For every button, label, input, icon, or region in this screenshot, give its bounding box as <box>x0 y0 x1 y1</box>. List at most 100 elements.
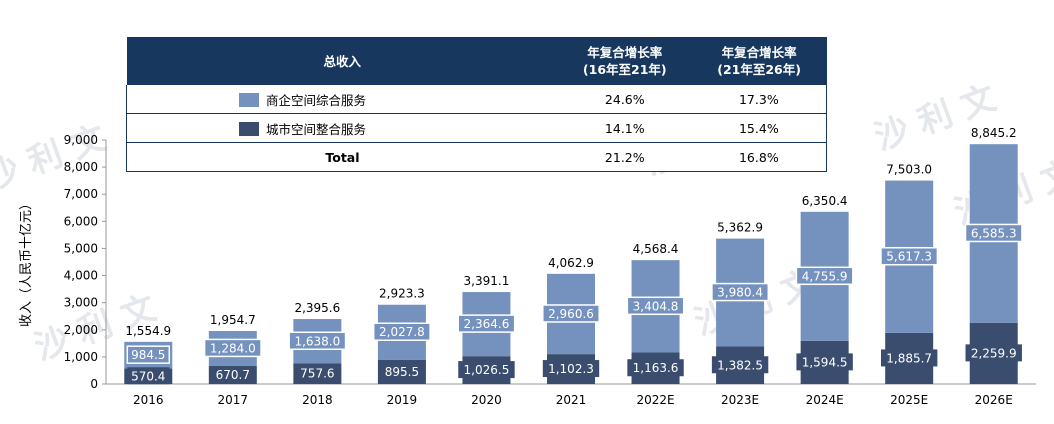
header-total-revenue: 总收入 <box>126 37 558 85</box>
data-label-box <box>372 322 431 341</box>
cagr-21-26-value: 16.8% <box>738 149 779 165</box>
data-label-urban: 570.4 <box>131 369 165 383</box>
data-label-box <box>380 362 423 380</box>
total-label: 6,350.4 <box>802 194 848 208</box>
y-tick-label: 7,000 <box>64 187 98 201</box>
data-label-commercial: 2,027.8 <box>379 325 425 339</box>
row-label: 城市空间整合服务 <box>266 121 367 137</box>
x-tick-label: 2023E <box>721 393 759 407</box>
table-row-total: Total 21.2% 16.8% <box>126 142 827 172</box>
total-label: 4,062.9 <box>548 256 594 270</box>
row-label-total: Total <box>325 149 360 165</box>
data-label-commercial: 2,960.6 <box>548 307 594 321</box>
data-label-urban: 1,594.5 <box>802 355 848 369</box>
data-label-box <box>626 296 685 316</box>
total-label: 2,923.3 <box>379 287 425 301</box>
header-cagr-16-21-line2: (16年至21年) <box>582 62 667 77</box>
header-cagr-21-26-line2: (21年至26年) <box>717 62 801 77</box>
legend-swatch-commercial <box>239 92 259 107</box>
x-tick-label: 2026E <box>975 393 1013 407</box>
y-tick-label: 4,000 <box>64 269 98 283</box>
data-label-urban: 670.7 <box>216 368 250 382</box>
table-row: 城市空间整合服务 14.1% 15.4% <box>126 113 827 143</box>
total-label: 3,391.1 <box>464 274 510 288</box>
data-label-box <box>127 367 170 385</box>
x-tick-label: 2018 <box>302 393 333 407</box>
cagr-16-21-value: 21.2% <box>604 149 645 165</box>
header-cagr-21-26-line1: 年复合增长率 <box>721 45 797 60</box>
x-tick-label: 2025E <box>890 393 928 407</box>
data-label-box <box>965 344 1022 362</box>
x-tick-label: 2022E <box>636 393 674 407</box>
data-label-box <box>211 365 254 383</box>
legend-swatch-urban <box>239 121 259 136</box>
data-label-box <box>880 246 939 266</box>
data-label-box <box>288 331 347 351</box>
x-tick-label: 2019 <box>387 393 418 407</box>
y-tick-label: 1,000 <box>64 350 98 364</box>
data-label-urban: 1,163.6 <box>633 361 679 375</box>
total-label: 1,954.7 <box>210 313 256 327</box>
cagr-21-26-value: 17.3% <box>738 91 779 107</box>
table-header-row: 总收入 年复合增长率 (16年至21年) 年复合增长率 (21年至26年) <box>126 37 827 85</box>
x-tick-label: 2020 <box>471 393 502 407</box>
total-label: 7,503.0 <box>886 163 932 177</box>
data-label-box <box>296 364 339 382</box>
data-label-urban: 2,259.9 <box>971 346 1017 360</box>
y-tick-label: 2,000 <box>64 323 98 337</box>
x-tick-label: 2021 <box>556 393 587 407</box>
data-label-commercial: 1,638.0 <box>294 334 340 348</box>
header-cagr-21-26: 年复合增长率 (21年至26年) <box>691 37 827 85</box>
y-tick-label: 3,000 <box>64 296 98 310</box>
cagr-table: 总收入 年复合增长率 (16年至21年) 年复合增长率 (21年至26年) 商企… <box>126 37 827 172</box>
total-label: 8,845.2 <box>971 126 1017 140</box>
row-label: 商企空间综合服务 <box>266 92 367 108</box>
header-cagr-16-21: 年复合增长率 (16年至21年) <box>557 37 692 85</box>
data-label-commercial: 2,364.6 <box>464 317 510 331</box>
y-tick-label: 8,000 <box>64 160 98 174</box>
total-label: 2,395.6 <box>294 301 340 315</box>
data-label-urban: 757.6 <box>300 367 334 381</box>
data-label-box <box>711 356 769 374</box>
data-label-urban: 1,102.3 <box>548 362 594 376</box>
data-label-box <box>627 359 684 377</box>
x-tick-label: 2017 <box>218 393 249 407</box>
data-label-box <box>458 361 515 379</box>
header-cagr-16-21-line1: 年复合增长率 <box>587 45 663 60</box>
x-tick-label: 2016 <box>133 393 164 407</box>
data-label-box <box>795 266 854 286</box>
data-label-commercial: 4,755.9 <box>802 269 848 283</box>
x-tick-label: 2024E <box>806 393 844 407</box>
data-label-box <box>203 338 262 358</box>
cagr-21-26-value: 15.4% <box>738 120 779 136</box>
data-label-box <box>711 282 770 302</box>
data-label-box <box>542 304 600 323</box>
y-tick-label: 0 <box>90 377 98 391</box>
data-label-commercial: 5,617.3 <box>886 250 932 264</box>
total-label: 5,362.9 <box>717 221 763 235</box>
data-label-commercial: 1,284.0 <box>210 341 256 355</box>
data-label-box <box>796 353 853 371</box>
data-label-commercial: 6,585.3 <box>971 226 1017 240</box>
total-label: 1,554.9 <box>125 324 171 338</box>
data-label-commercial: 3,404.8 <box>633 299 679 313</box>
y-tick-label: 6,000 <box>64 214 98 228</box>
total-label: 4,568.4 <box>633 242 679 256</box>
data-label-urban: 1,382.5 <box>717 358 763 372</box>
table-row: 商企空间综合服务 24.6% 17.3% <box>126 85 827 114</box>
labels-layer: 2016 570.4 984.5 1,554.9 2017 670.7 1,284.0 1,9… <box>125 126 1023 407</box>
data-label-box <box>126 345 171 364</box>
data-label-box <box>542 360 600 378</box>
y-tick-label: 9,000 <box>64 133 98 147</box>
data-label-commercial: 3,980.4 <box>717 286 763 300</box>
data-label-urban: 1,026.5 <box>464 363 510 377</box>
y-axis-label: 收入（人民币十亿元） <box>19 197 34 327</box>
cagr-16-21-value: 24.6% <box>604 91 645 107</box>
data-label-box <box>457 314 516 333</box>
cagr-16-21-value: 14.1% <box>604 120 645 136</box>
y-tick-label: 5,000 <box>64 241 98 255</box>
legend-urban-space-service: 城市空间整合服务 <box>127 114 558 143</box>
data-label-box <box>964 223 1023 243</box>
data-label-box <box>880 349 938 367</box>
data-label-urban: 895.5 <box>385 365 419 379</box>
